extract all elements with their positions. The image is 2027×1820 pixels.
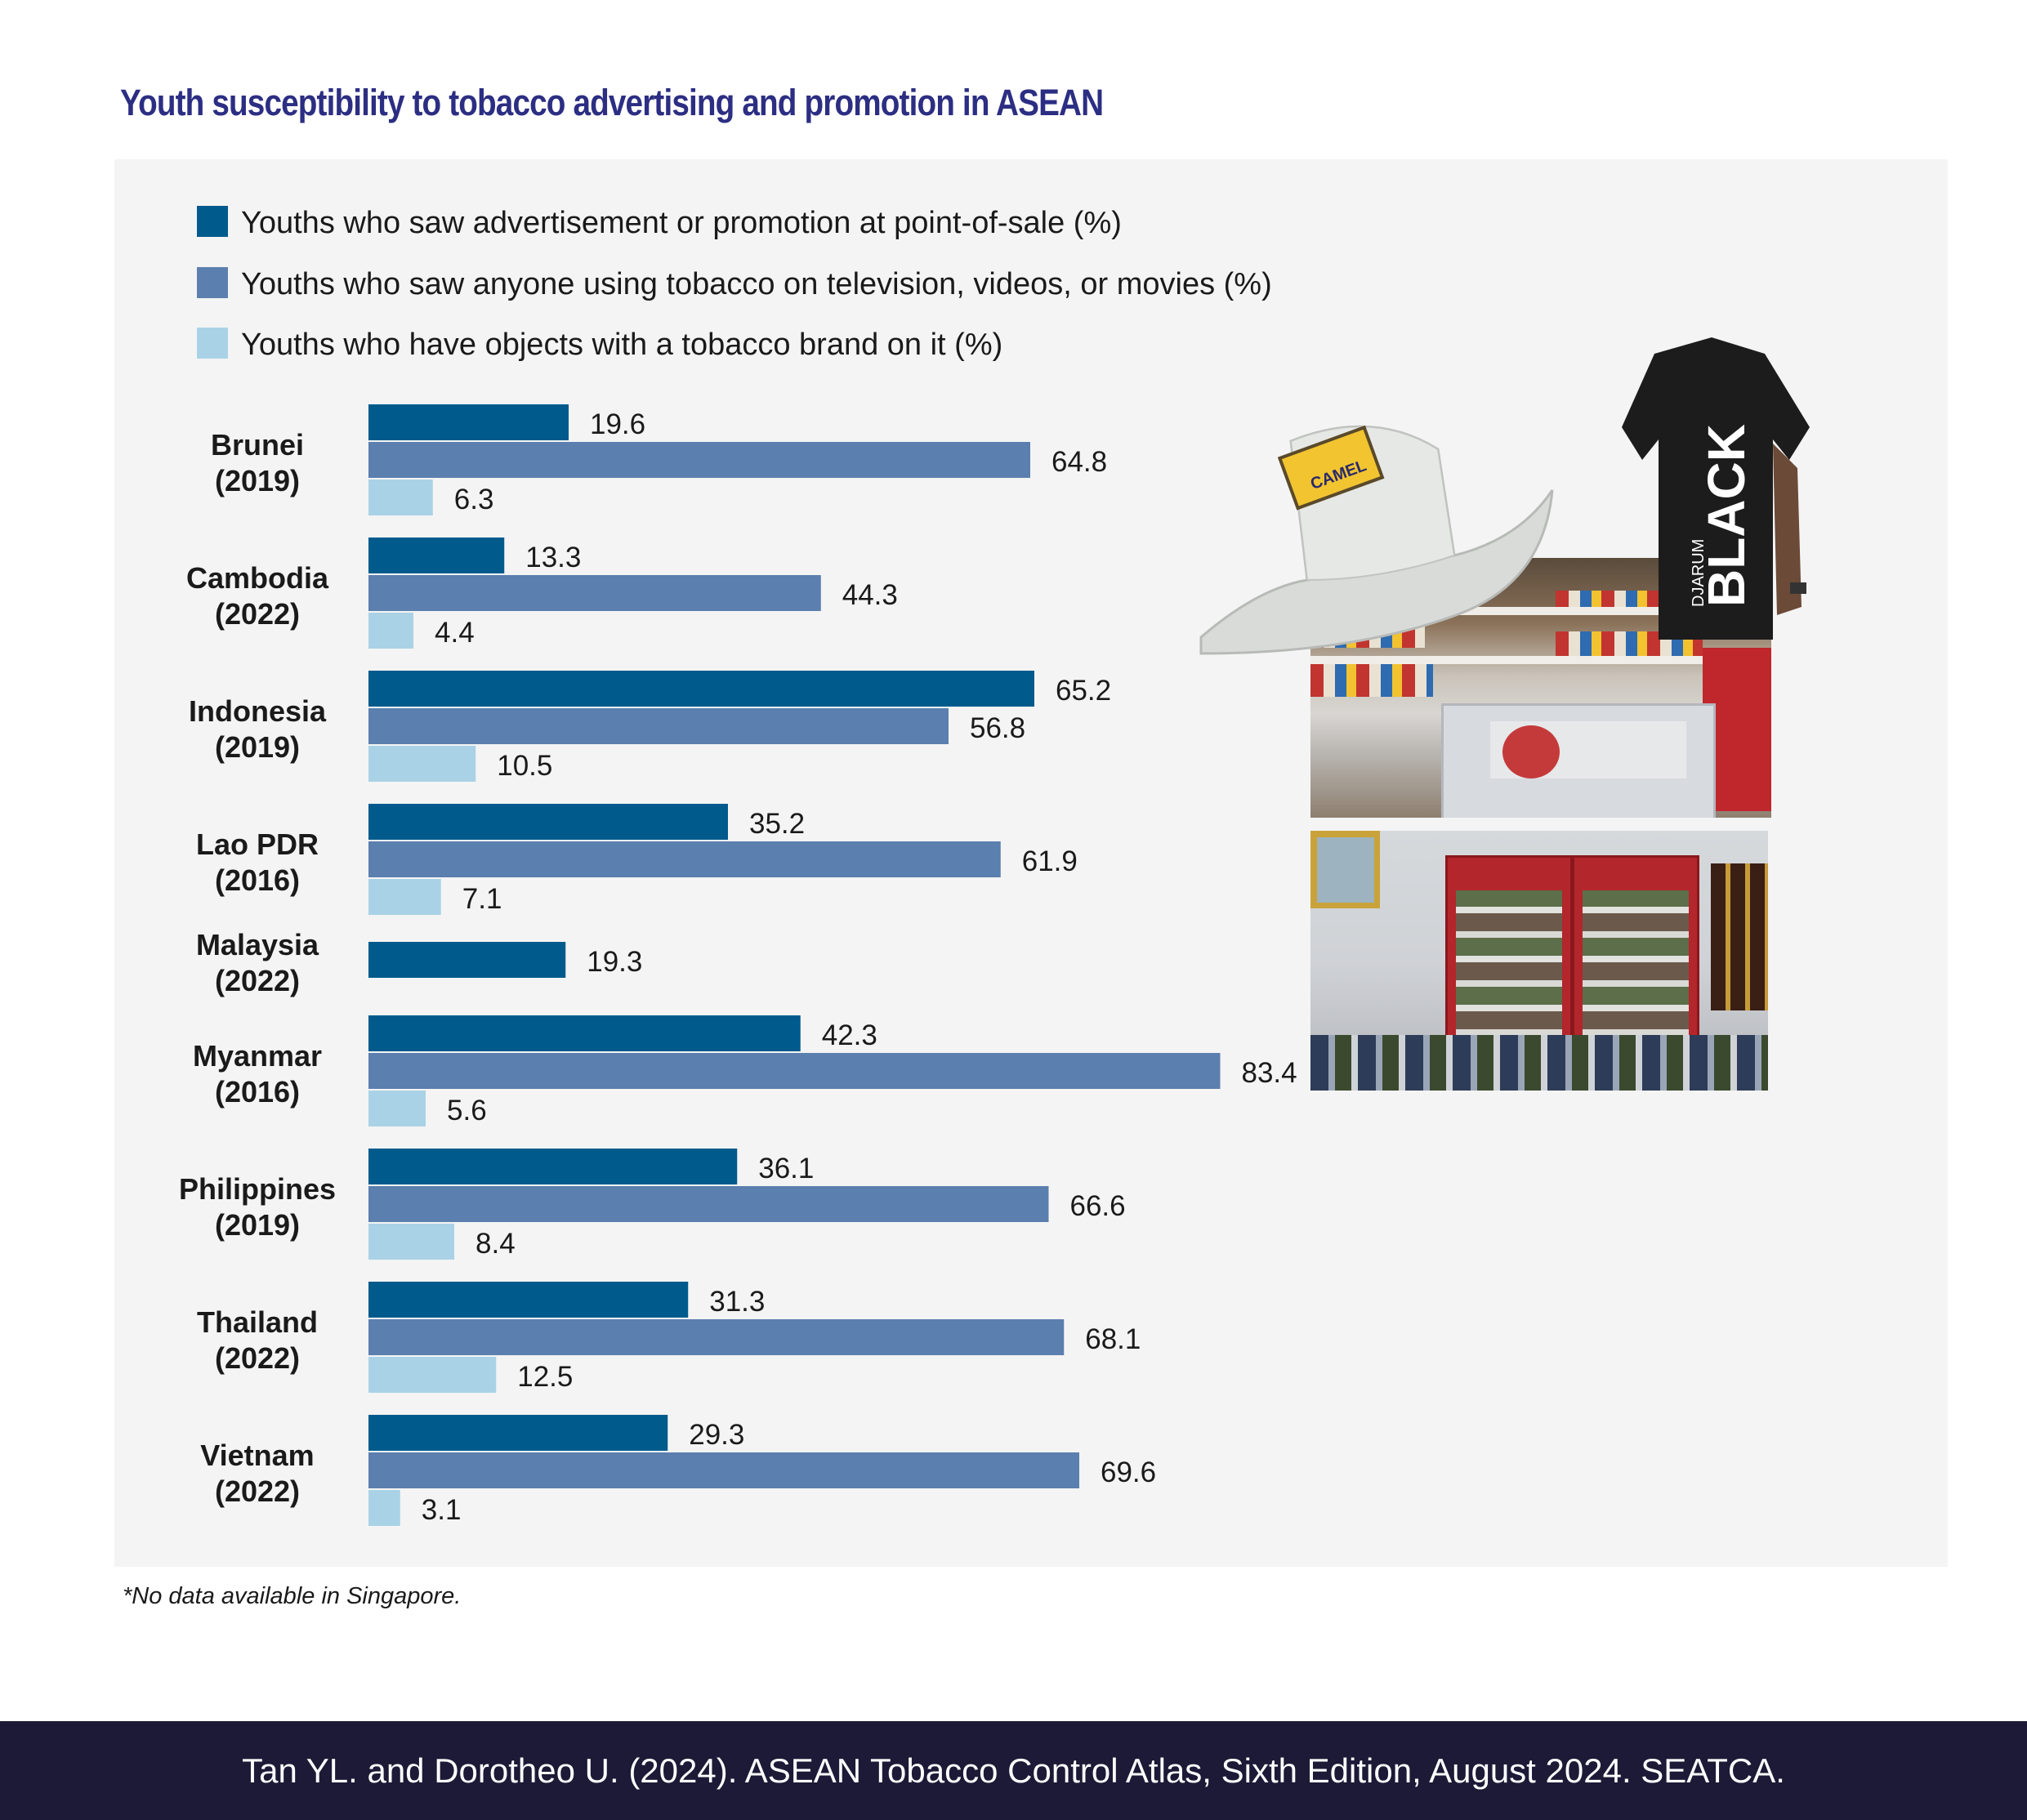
data-label: 8.4 bbox=[475, 1228, 516, 1260]
data-label: 83.4 bbox=[1242, 1057, 1297, 1089]
bar-thailand-s1 bbox=[368, 1282, 689, 1318]
legend-swatch-1 bbox=[197, 206, 228, 237]
data-label: 13.3 bbox=[525, 542, 581, 573]
data-label: 69.6 bbox=[1101, 1456, 1156, 1488]
bar-vietnam-s2 bbox=[368, 1452, 1079, 1488]
bar-myanmar-s3 bbox=[368, 1091, 426, 1126]
data-label: 65.2 bbox=[1056, 675, 1111, 707]
bar-philippines-s3 bbox=[368, 1224, 454, 1260]
bar-chart: Youths who saw advertisement or promotio… bbox=[179, 206, 1297, 1526]
data-label: 3.1 bbox=[422, 1494, 462, 1526]
data-label: 6.3 bbox=[454, 484, 494, 515]
data-label: 4.4 bbox=[435, 617, 475, 649]
tshirt-photo: BLACK DJARUM bbox=[1622, 337, 1810, 640]
legend-swatch-3 bbox=[197, 328, 228, 359]
data-label: 31.3 bbox=[709, 1286, 765, 1318]
category-label-year: (2016) bbox=[215, 1075, 300, 1109]
category-label-year: (2016) bbox=[215, 863, 300, 897]
chart-title: Youth susceptibility to tobacco advertis… bbox=[120, 82, 1104, 123]
data-label: 56.8 bbox=[970, 712, 1025, 744]
footnote: *No data available in Singapore. bbox=[123, 1583, 462, 1609]
bar-vietnam-s1 bbox=[368, 1415, 668, 1451]
legend-label-3: Youths who have objects with a tobacco b… bbox=[241, 328, 1002, 362]
bar-brunei-s2 bbox=[368, 442, 1030, 478]
bar-vietnam-s3 bbox=[368, 1490, 400, 1526]
data-label: 61.9 bbox=[1022, 845, 1078, 877]
category-label-country: Lao PDR bbox=[196, 827, 319, 861]
category-label-year: (2022) bbox=[215, 1341, 300, 1375]
bar-indonesia-s2 bbox=[368, 708, 949, 744]
bar-lao-pdr-s1 bbox=[368, 804, 728, 840]
bar-brunei-s3 bbox=[368, 480, 433, 515]
bar-myanmar-s1 bbox=[368, 1015, 801, 1051]
category-label-country: Malaysia bbox=[196, 928, 319, 961]
bar-philippines-s2 bbox=[368, 1186, 1049, 1222]
category-label-country: Thailand bbox=[197, 1305, 318, 1339]
data-label: 10.5 bbox=[497, 750, 552, 782]
data-label: 29.3 bbox=[689, 1419, 744, 1451]
bar-cambodia-s1 bbox=[368, 538, 505, 573]
legend-label-2: Youths who saw anyone using tobacco on t… bbox=[241, 267, 1272, 301]
legend-swatch-2 bbox=[197, 267, 228, 298]
bar-indonesia-s1 bbox=[368, 671, 1034, 707]
bucket-hat-photo: CAMEL bbox=[1199, 425, 1554, 655]
category-label-country: Indonesia bbox=[189, 694, 327, 728]
legend-label-1: Youths who saw advertisement or promotio… bbox=[241, 206, 1122, 240]
category-label-country: Vietnam bbox=[200, 1439, 314, 1472]
bar-malaysia-s1 bbox=[368, 942, 566, 978]
category-label-country: Myanmar bbox=[193, 1039, 322, 1073]
bar-indonesia-s3 bbox=[368, 746, 476, 782]
data-label: 42.3 bbox=[822, 1019, 877, 1051]
cigarette-display-photo bbox=[1310, 831, 1768, 1091]
bar-thailand-s2 bbox=[368, 1319, 1065, 1355]
category-label-year: (2022) bbox=[215, 597, 300, 631]
shirt-brand-big: BLACK bbox=[1697, 424, 1756, 607]
bar-philippines-s1 bbox=[368, 1149, 738, 1184]
data-label: 36.1 bbox=[758, 1153, 814, 1184]
data-label: 35.2 bbox=[749, 808, 805, 840]
source-citation: Tan YL. and Dorotheo U. (2024). ASEAN To… bbox=[242, 1751, 1785, 1790]
data-label: 12.5 bbox=[517, 1361, 573, 1393]
data-label: 66.6 bbox=[1070, 1190, 1126, 1222]
category-label-year: (2019) bbox=[215, 730, 300, 764]
bar-cambodia-s3 bbox=[368, 613, 413, 649]
category-label-year: (2022) bbox=[215, 1474, 300, 1508]
bar-thailand-s3 bbox=[368, 1357, 497, 1393]
data-label: 19.6 bbox=[590, 408, 645, 440]
bar-lao-pdr-s3 bbox=[368, 879, 441, 915]
data-label: 44.3 bbox=[842, 579, 898, 611]
category-label-country: Philippines bbox=[179, 1172, 336, 1206]
data-label: 19.3 bbox=[587, 946, 642, 978]
bar-cambodia-s2 bbox=[368, 575, 821, 611]
category-label-country: Cambodia bbox=[186, 561, 329, 595]
data-label: 64.8 bbox=[1051, 446, 1107, 478]
data-label: 68.1 bbox=[1085, 1323, 1141, 1355]
shirt-brand-small: DJARUM bbox=[1690, 539, 1708, 607]
source-footer: Tan YL. and Dorotheo U. (2024). ASEAN To… bbox=[0, 1721, 2027, 1820]
category-label-year: (2019) bbox=[215, 464, 300, 497]
data-label: 7.1 bbox=[462, 883, 502, 915]
category-label-country: Brunei bbox=[211, 428, 304, 462]
category-label-year: (2019) bbox=[215, 1208, 300, 1242]
bar-myanmar-s2 bbox=[368, 1053, 1221, 1089]
data-label: 5.6 bbox=[447, 1095, 487, 1126]
bar-lao-pdr-s2 bbox=[368, 841, 1001, 877]
category-label-year: (2022) bbox=[215, 964, 300, 997]
bar-brunei-s1 bbox=[368, 404, 569, 440]
